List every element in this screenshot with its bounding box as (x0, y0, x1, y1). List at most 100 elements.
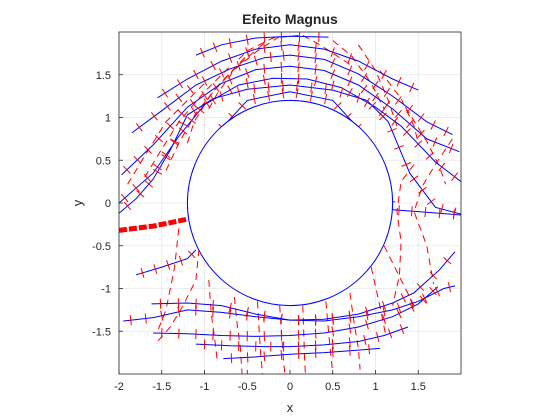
potential-tick (163, 102, 171, 111)
potential-tick (414, 140, 423, 148)
potential-tick (282, 50, 285, 61)
equipotential-line (157, 237, 201, 342)
equipotential-line (332, 40, 385, 110)
potential-tick (330, 47, 335, 57)
potential-tick (210, 95, 216, 105)
stagnation-streamline (119, 216, 188, 233)
potential-tick (309, 91, 313, 102)
potential-tick (330, 58, 336, 68)
potential-tick (210, 60, 216, 71)
potential-tick (406, 104, 414, 114)
potential-tick (195, 106, 205, 114)
potential-tick (429, 286, 437, 296)
potential-tick (421, 293, 428, 303)
streamline (195, 326, 409, 348)
streamline (392, 209, 461, 216)
potential-tick (356, 92, 361, 103)
potential-tick (280, 40, 283, 51)
potential-tick (416, 282, 425, 292)
axis-ticks: -2 -1.5 -1 -0.5 0 0.5 1 1.5 -1.5 -1 -0.5 0 0.5 1 1.5 (92, 70, 426, 393)
potential-tick (169, 138, 180, 144)
potential-tick (364, 97, 370, 107)
potential-tick (195, 298, 197, 309)
potential-tick (297, 348, 300, 359)
x-tick-label: -1.5 (152, 381, 171, 393)
x-tick-label: 1.5 (411, 381, 426, 393)
potential-tick (177, 109, 186, 118)
potential-tick (246, 352, 249, 363)
potential-tick (227, 75, 233, 85)
potential-tick (187, 250, 196, 259)
potential-tick (281, 80, 284, 91)
potential-tick (140, 267, 145, 278)
chart-title: Efeito Magnus (242, 11, 338, 27)
potential-tick (201, 90, 208, 100)
potential-tick (244, 68, 250, 78)
potential-tick (331, 339, 334, 350)
potential-tick (424, 207, 427, 218)
potential-tick (161, 154, 171, 161)
potential-tick (406, 119, 414, 129)
potential-tick (396, 77, 402, 87)
potential-tick (280, 349, 283, 361)
potential-tick (144, 313, 147, 324)
potential-tick (365, 310, 369, 320)
potential-tick (387, 328, 393, 339)
potential-tick (411, 206, 413, 217)
potential-tick (363, 334, 367, 346)
potential-tick (190, 106, 197, 116)
potential-tick (177, 306, 181, 317)
potential-tick (314, 328, 317, 339)
potential-tick (203, 98, 210, 108)
potential-tick (314, 348, 317, 359)
potential-tick (376, 332, 380, 343)
potential-tick (175, 93, 183, 103)
potential-tick (230, 353, 233, 364)
potential-tick (187, 116, 196, 124)
equipotential-line (383, 245, 415, 306)
potential-tick (331, 313, 334, 323)
potential-tick (228, 302, 232, 313)
potential-tick (262, 74, 266, 85)
potential-tick (400, 293, 406, 303)
potential-tick (166, 260, 171, 270)
potential-tick (453, 209, 455, 220)
potential-tick (133, 155, 142, 164)
potential-tick (382, 306, 386, 317)
equipotential-line (302, 305, 306, 374)
potential-tick (438, 208, 441, 219)
potential-tick (409, 82, 415, 93)
potential-tick (178, 121, 188, 127)
potential-tick (382, 314, 386, 325)
potential-tick (263, 32, 266, 43)
potential-tick (170, 139, 179, 146)
x-tick-label: 0.5 (325, 381, 340, 393)
potential-tick (409, 298, 414, 309)
potential-tick (129, 315, 132, 326)
potential-tick (447, 282, 452, 293)
y-tick-label: 0.5 (96, 155, 111, 167)
equipotential-line (208, 34, 282, 110)
potential-tick (451, 172, 458, 182)
streamline (121, 65, 460, 176)
potential-tick (394, 145, 404, 150)
equipotential-line (392, 164, 415, 306)
potential-tick (339, 87, 344, 98)
potential-tick (253, 83, 256, 94)
potential-tick (295, 88, 299, 99)
potential-tick (267, 82, 270, 93)
potential-tick (212, 330, 214, 341)
potential-tick (396, 302, 402, 313)
potential-tick (440, 204, 444, 214)
potential-tick (245, 47, 250, 57)
potential-tick (144, 145, 152, 154)
equipotential-line (357, 44, 398, 127)
equipotential-line (208, 279, 218, 362)
potential-tick (135, 123, 143, 132)
potential-tick (212, 82, 220, 92)
potential-tick (409, 302, 415, 312)
potential-tick (236, 61, 241, 71)
potential-tick (331, 80, 335, 91)
potential-tick (383, 87, 391, 97)
